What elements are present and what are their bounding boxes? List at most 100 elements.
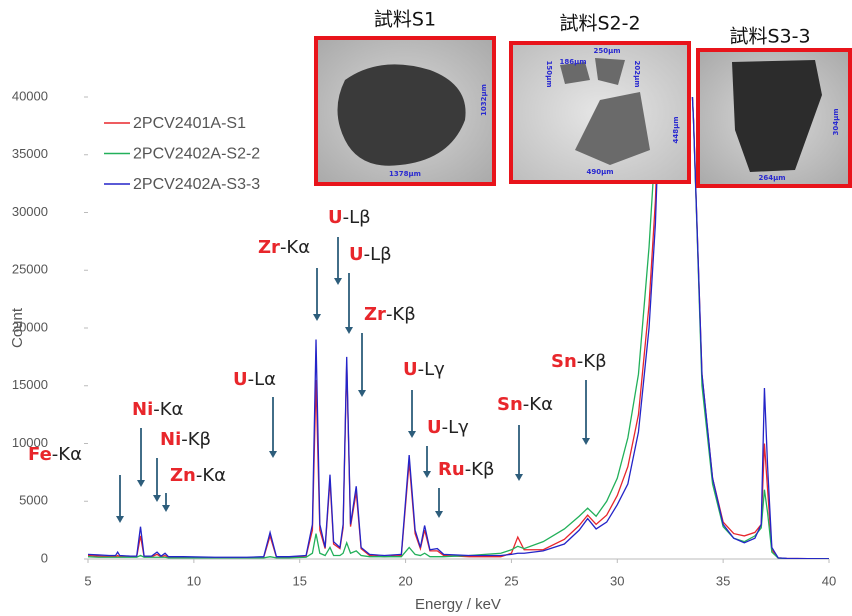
transition: -Lβ <box>364 244 392 265</box>
arrow-head <box>358 390 366 397</box>
arrow-head <box>334 278 342 285</box>
element: U <box>427 417 442 438</box>
peak-label: U-Lβ <box>328 207 371 228</box>
arrow-head <box>269 451 277 458</box>
transition: -Kβ <box>181 429 211 450</box>
scale-label: 1378μm <box>389 170 421 178</box>
peak-label: U-Lα <box>233 369 276 390</box>
y-tick-label: 40000 <box>12 88 48 103</box>
legend-label: 2PCV2402A-S2-2 <box>133 146 260 163</box>
element: Zr <box>364 304 386 325</box>
transition: -Kβ <box>577 351 607 372</box>
element: Ru <box>438 459 465 480</box>
element: Zr <box>258 237 280 258</box>
transition: -Kβ <box>386 304 416 325</box>
peak-label: Sn-Kα <box>497 394 553 415</box>
peak-label: Fe-Kα <box>28 444 82 465</box>
element: U <box>328 207 343 228</box>
scale-label: 304μm <box>832 108 840 135</box>
legend-label: 2PCV2402A-S3-3 <box>133 176 260 193</box>
peak-label: Zr-Kβ <box>364 304 416 325</box>
x-tick-label: 40 <box>822 573 836 588</box>
transition: -Kα <box>523 394 553 415</box>
peak-label: U-Lβ <box>349 244 392 265</box>
y-tick-label: 30000 <box>12 204 48 219</box>
transition: -Kβ <box>465 459 495 480</box>
spectrum-line <box>88 97 829 559</box>
sample-shape <box>337 64 466 166</box>
peak-label: Ni-Kα <box>132 399 183 420</box>
y-axis-title: Count <box>9 307 26 348</box>
x-tick-label: 25 <box>504 573 518 588</box>
peak-label: Ru-Kβ <box>438 459 494 480</box>
transition: -Lγ <box>418 359 446 380</box>
element: Fe <box>28 444 52 465</box>
y-tick-label: 0 <box>41 550 48 565</box>
scale-label: 202μm <box>633 60 641 87</box>
element: Ni <box>132 399 153 420</box>
y-tick-label: 25000 <box>12 262 48 277</box>
peak-label: Sn-Kβ <box>551 351 607 372</box>
y-tick-label: 20000 <box>12 319 48 334</box>
x-tick-label: 20 <box>398 573 412 588</box>
scale-label: 250μm <box>593 47 620 55</box>
transition: -Kα <box>153 399 183 420</box>
arrow-head <box>313 314 321 321</box>
transition: -Kα <box>196 465 226 486</box>
peak-label: U-Lγ <box>427 417 469 438</box>
scale-label: 264μm <box>758 174 785 182</box>
element: Zn <box>170 465 196 486</box>
transition: -Lβ <box>343 207 371 228</box>
transition: -Lα <box>248 369 276 390</box>
peak-label: U-Lγ <box>403 359 445 380</box>
y-tick-label: 10000 <box>12 435 48 450</box>
inset-title: 試料S1 <box>374 9 436 31</box>
arrow-head <box>153 495 161 502</box>
peak-label: Zn-Kα <box>170 465 226 486</box>
series-group <box>88 97 829 559</box>
inset-title: 試料S2-2 <box>559 13 640 35</box>
peak-label: Zr-Kα <box>258 237 310 258</box>
scale-label: 186μm <box>559 58 586 66</box>
scale-label: 448μm <box>672 116 680 143</box>
scale-label: 1032μm <box>480 84 488 116</box>
peak-label: Ni-Kβ <box>160 429 211 450</box>
y-tick-label: 15000 <box>12 377 48 392</box>
arrow-head <box>515 474 523 481</box>
arrow-head <box>423 471 431 478</box>
arrow-head <box>582 438 590 445</box>
element: Sn <box>497 394 523 415</box>
x-tick-label: 35 <box>716 573 730 588</box>
x-tick-label: 30 <box>610 573 624 588</box>
sample-shape <box>560 58 650 165</box>
arrow-head <box>345 327 353 334</box>
x-tick-label: 10 <box>187 573 201 588</box>
scale-label: 490μm <box>586 168 613 176</box>
legend-label: 2PCV2401A-S1 <box>133 115 246 132</box>
y-tick-label: 35000 <box>12 146 48 161</box>
arrow-head <box>408 431 416 438</box>
element: Ni <box>160 429 181 450</box>
transition: -Kα <box>280 237 310 258</box>
arrow-head <box>162 505 170 512</box>
x-axis-title: Energy / keV <box>415 596 501 613</box>
transition: -Kα <box>52 444 82 465</box>
element: U <box>233 369 248 390</box>
element: Sn <box>551 351 577 372</box>
x-tick-label: 15 <box>292 573 306 588</box>
inset-title: 試料S3-3 <box>729 26 810 48</box>
x-tick-label: 5 <box>84 573 91 588</box>
element: U <box>349 244 364 265</box>
arrow-head <box>137 480 145 487</box>
sample-shape <box>732 60 822 172</box>
y-tick-label: 5000 <box>19 493 48 508</box>
transition: -Lγ <box>442 417 470 438</box>
element: U <box>403 359 418 380</box>
inset: 試料S2-2 250μm 186μm 150μm 202μm 448μm 490… <box>509 13 691 184</box>
arrow-head <box>116 516 124 523</box>
scale-label: 150μm <box>545 60 553 87</box>
arrow-head <box>435 511 443 518</box>
inset: 試料S3-3 304μm 264μm <box>696 26 852 188</box>
inset: 試料S1 1378μm 1032μm <box>314 9 496 186</box>
